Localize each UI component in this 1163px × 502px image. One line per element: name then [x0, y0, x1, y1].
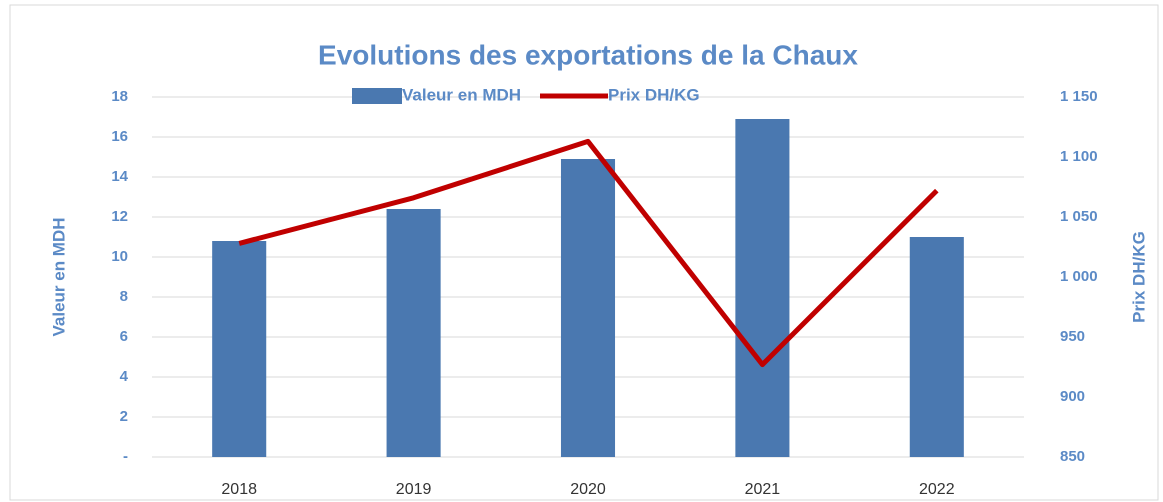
x-tick-label: 2018: [221, 481, 257, 498]
bar: [560, 159, 616, 457]
y-tick-label: 10: [111, 248, 128, 265]
y-tick-label: 12: [111, 208, 128, 225]
y-axis-title: Valeur en MDH: [49, 217, 68, 336]
x-tick-label: 2021: [745, 481, 781, 498]
x-tick-label: 2019: [396, 481, 432, 498]
y-tick-label: 4: [120, 368, 129, 385]
y-tick-label: 8: [120, 288, 128, 305]
line: [238, 138, 939, 368]
chart-title: Evolutions des exportations de la Chaux: [318, 39, 858, 70]
y2-tick-label: 900: [1060, 388, 1085, 405]
y2-tick-label: 850: [1060, 448, 1085, 465]
x-tick-label: 2020: [570, 481, 606, 498]
y-tick-label: 18: [111, 88, 128, 105]
y-tick-label: 14: [111, 168, 128, 185]
bar: [212, 241, 267, 457]
y2-tick-label: 950: [1060, 328, 1085, 345]
y2-tick-label: 1 150: [1060, 88, 1098, 105]
x-tick-label: 2022: [919, 481, 955, 498]
y2-tick-label: 1 100: [1060, 148, 1098, 165]
y2-axis-title: Prix DH/KG: [1129, 231, 1148, 323]
y-tick-label: -: [123, 448, 128, 465]
bar: [909, 237, 964, 457]
y-tick-label: 16: [111, 128, 128, 145]
y-tick-label: 6: [120, 328, 128, 345]
legend-label: Prix DH/KG: [608, 85, 700, 104]
legend-swatch: [352, 88, 402, 104]
legend-label: Valeur en MDH: [402, 85, 521, 104]
bar: [735, 119, 790, 457]
y-tick-label: 2: [120, 408, 128, 425]
y2-tick-label: 1 000: [1060, 268, 1098, 285]
y2-tick-label: 1 050: [1060, 208, 1098, 225]
bar: [386, 209, 441, 457]
